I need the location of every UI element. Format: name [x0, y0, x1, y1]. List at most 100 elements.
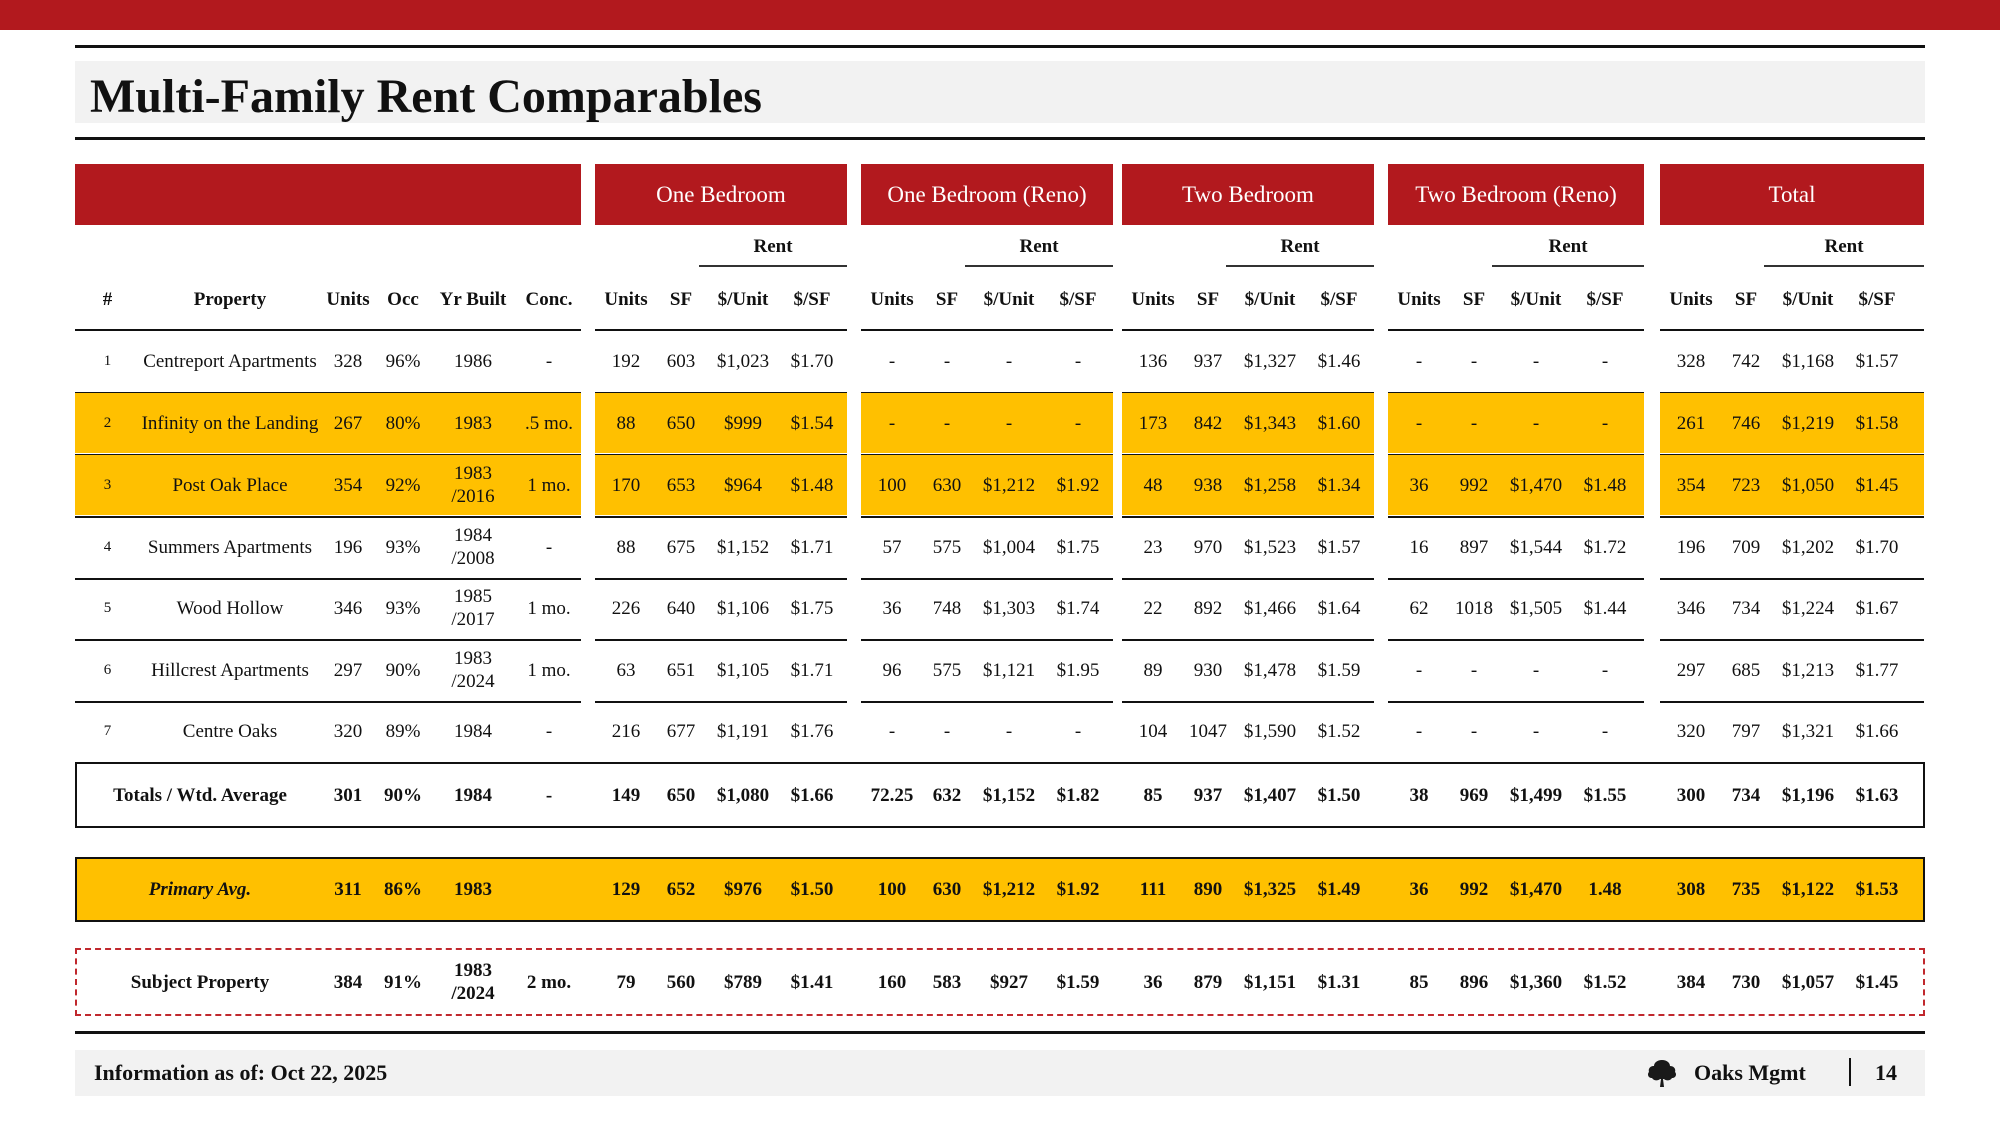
row-value: $1.71 — [790, 536, 834, 558]
row-value: $1,327 — [1243, 350, 1297, 372]
row-value: - — [1415, 659, 1423, 681]
col-header-g4-1: SF — [1734, 289, 1758, 310]
row-value: 216 — [611, 720, 641, 742]
subject-value: $1.59 — [1056, 971, 1100, 993]
totals-value: 149 — [611, 784, 641, 806]
primary-avg-row — [75, 857, 1925, 922]
row-value: 136 — [1138, 350, 1168, 372]
row-value: 650 — [666, 412, 696, 434]
row-units: 354 — [333, 474, 363, 496]
row-value: - — [1074, 720, 1082, 742]
totals-row — [75, 762, 1925, 828]
title-band — [75, 61, 1925, 123]
row-value: 36 — [1409, 474, 1429, 496]
primary-value: 890 — [1193, 879, 1223, 900]
row-value: 100 — [877, 474, 907, 496]
top-accent-bar — [0, 0, 2000, 30]
page-title: Multi-Family Rent Comparables — [90, 70, 762, 123]
row-occ: 89% — [385, 720, 421, 742]
row-value: 640 — [666, 597, 696, 619]
row-value: $1,343 — [1243, 412, 1297, 434]
row-value: 797 — [1731, 720, 1761, 742]
row-value: 930 — [1193, 659, 1223, 681]
row-value: 842 — [1193, 412, 1223, 434]
row-value: 88 — [616, 536, 636, 558]
row-rule-2 — [1122, 639, 1374, 641]
primary-value: 129 — [611, 879, 641, 900]
row-yr: 1985 /2017 — [451, 586, 495, 630]
row-rule-3 — [1388, 701, 1644, 703]
rent-label-1: Rent — [1019, 236, 1059, 257]
header-rule-2 — [1122, 329, 1374, 331]
row-rule-4 — [1660, 578, 1924, 580]
row-value: $1.75 — [1056, 536, 1100, 558]
footer-band — [75, 1050, 1925, 1096]
row-value: 992 — [1459, 474, 1489, 496]
col-header-g4-0: Units — [1669, 289, 1713, 310]
col-header-3: Occ — [387, 289, 419, 310]
row-rule-1 — [861, 516, 1113, 518]
row-value: $1,523 — [1243, 536, 1297, 558]
row-units: 328 — [333, 350, 363, 372]
col-header-g3-3: $/SF — [1586, 289, 1624, 310]
totals-value: 734 — [1731, 784, 1761, 806]
row-value: 192 — [611, 350, 641, 372]
row-value: 96 — [882, 659, 902, 681]
row-highlight-4 — [1660, 455, 1924, 515]
row-value: 748 — [932, 597, 962, 619]
row-value: $1.72 — [1583, 536, 1627, 558]
row-value: $1,478 — [1243, 659, 1297, 681]
row-rule-3 — [1388, 639, 1644, 641]
row-rule-1 — [861, 701, 1113, 703]
subject-value: $1,151 — [1243, 971, 1297, 993]
col-header-g4-2: $/Unit — [1782, 289, 1834, 310]
subject-value: $1.45 — [1855, 971, 1899, 993]
row-property: Summers Apartments — [147, 536, 313, 558]
row-value: - — [1601, 412, 1609, 434]
row-rule-left — [75, 578, 581, 580]
row-value: $1,544 — [1509, 536, 1563, 558]
subject-value: 85 — [1409, 971, 1429, 993]
primary-value: 308 — [1676, 879, 1706, 900]
col-header-g0-2: $/Unit — [717, 289, 769, 310]
rent-label-2: Rent — [1280, 236, 1320, 257]
primary-value: $1,325 — [1243, 879, 1297, 900]
col-header-1: Property — [193, 289, 267, 310]
row-value: $964 — [724, 474, 762, 496]
row-value: $1.48 — [1583, 474, 1627, 496]
row-value: - — [1470, 350, 1478, 372]
row-occ: 96% — [385, 350, 421, 372]
row-value: $1.48 — [790, 474, 834, 496]
row-value: 677 — [666, 720, 696, 742]
col-header-g3-1: SF — [1462, 289, 1486, 310]
subject-value: $1,360 — [1509, 971, 1563, 993]
subject-value: 583 — [932, 971, 962, 993]
row-value: 970 — [1193, 536, 1223, 558]
rent-underline-3 — [1492, 265, 1644, 267]
rent-underline-1 — [965, 265, 1113, 267]
row-value: 938 — [1193, 474, 1223, 496]
row-highlight-left — [75, 455, 581, 515]
col-header-g3-2: $/Unit — [1510, 289, 1562, 310]
row-value: $1.67 — [1855, 597, 1899, 619]
row-value: - — [1005, 412, 1013, 434]
row-value: 603 — [666, 350, 696, 372]
row-value: $1.58 — [1855, 412, 1899, 434]
primary-value: $1.53 — [1855, 879, 1899, 900]
totals-units: 301 — [333, 784, 363, 806]
row-value: $1.64 — [1317, 597, 1361, 619]
row-value: $1,303 — [982, 597, 1036, 619]
row-rule-left — [75, 516, 581, 518]
row-value: 196 — [1676, 536, 1706, 558]
primary-value: 992 — [1459, 879, 1489, 900]
row-rule-0 — [595, 516, 847, 518]
totals-value: $1.50 — [1317, 784, 1361, 806]
row-highlight-0 — [595, 393, 847, 453]
row-value: $1.57 — [1317, 536, 1361, 558]
row-value: 320 — [1676, 720, 1706, 742]
subject-value: 79 — [616, 971, 636, 993]
primary-yr: 1983 — [454, 879, 492, 900]
row-value: $1,023 — [716, 350, 770, 372]
col-header-g3-0: Units — [1397, 289, 1441, 310]
totals-value: $1.66 — [790, 784, 834, 806]
